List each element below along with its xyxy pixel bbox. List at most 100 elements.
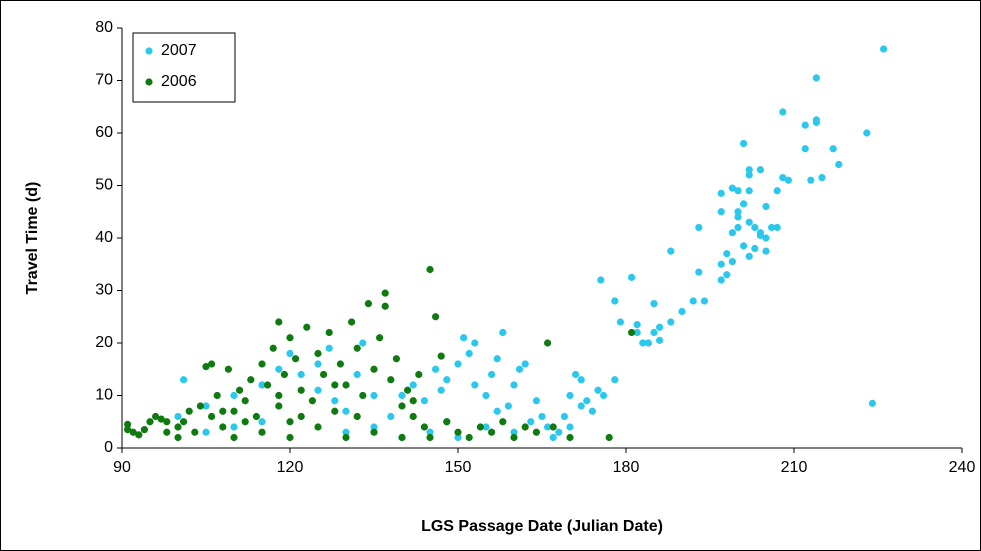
point [667,318,675,326]
point [465,433,473,442]
point [409,381,417,389]
point [129,428,137,436]
point [600,391,608,400]
point [611,297,619,305]
point [219,423,227,431]
point [191,428,199,436]
point [835,160,843,169]
point [286,418,294,426]
y-axis-title: Travel Time (d) [24,182,41,295]
point [633,328,641,337]
point [751,244,759,253]
point [152,412,160,421]
point [588,407,597,415]
point [381,302,389,310]
point [756,231,765,239]
point [331,381,339,389]
legend-marker [145,47,153,55]
point [516,365,524,373]
point [387,412,395,421]
point [420,397,428,405]
point [297,386,305,394]
point [471,381,479,389]
point [241,418,249,426]
point [342,428,350,436]
point [230,391,238,400]
point [376,334,384,342]
point [230,433,238,442]
point [723,271,731,279]
legend-box [132,32,236,103]
point [146,418,154,426]
point [275,318,283,326]
point [734,213,742,221]
point [443,376,451,384]
point [768,223,776,232]
point [700,297,709,305]
point [124,420,132,428]
x-tick-label: 120 [277,459,304,476]
point [549,433,557,442]
point [353,370,361,379]
x-tick-label: 90 [113,459,131,476]
point [723,250,731,258]
x-tick-label: 240 [949,459,976,476]
point [258,381,266,389]
point [779,174,787,182]
point [409,397,417,405]
point [174,423,182,431]
point [812,74,821,82]
point [577,376,585,384]
point [314,349,322,358]
point [247,376,255,384]
point [437,352,445,360]
point [124,426,132,434]
point [734,223,742,232]
point [219,407,227,415]
point [415,370,423,379]
point [163,428,171,436]
point [241,397,249,405]
point [353,412,361,421]
point [734,187,742,195]
point [454,428,462,436]
point [135,431,143,439]
point [499,418,507,426]
point [745,171,753,179]
point [566,433,574,442]
point [325,328,333,337]
point [829,145,837,153]
point [762,202,770,211]
point [208,360,216,368]
point [717,208,725,216]
point [342,381,350,389]
point [426,265,434,274]
point [336,360,344,368]
point [807,176,815,184]
point [689,297,697,305]
point [454,360,462,368]
point [510,428,518,436]
point [644,339,653,347]
point [521,360,529,368]
point [208,412,216,421]
point [202,402,210,410]
point [465,349,473,358]
x-tick-label: 210 [781,459,808,476]
point [432,313,440,321]
point [174,412,182,421]
plot-points [124,45,888,442]
point [734,208,742,216]
point [628,273,636,281]
point [745,252,753,260]
point [180,418,188,426]
y-tick-label: 20 [95,334,113,351]
point [728,229,737,237]
point [510,433,518,442]
point [650,300,658,308]
point [667,247,675,255]
point [348,318,356,326]
point [616,318,625,326]
point [471,339,479,347]
